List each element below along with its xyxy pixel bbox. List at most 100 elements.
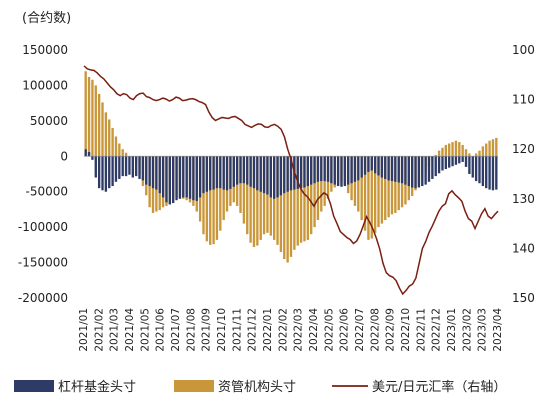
leveraged-funds-bar bbox=[461, 156, 464, 162]
leveraged-funds-bars bbox=[84, 149, 498, 205]
legend-label-leveraged-funds: 杠杆基金头寸 bbox=[58, 379, 136, 395]
asset-manager-bar bbox=[209, 156, 212, 245]
leveraged-funds-bar bbox=[333, 156, 336, 185]
leveraged-funds-bar bbox=[279, 156, 283, 196]
leveraged-funds-bar bbox=[400, 156, 404, 184]
asset-manager-bar bbox=[91, 79, 94, 157]
leveraged-funds-bar bbox=[222, 156, 225, 190]
asset-manager-bar bbox=[478, 150, 481, 157]
x-axis-tick-label: 2022/08 bbox=[369, 308, 381, 352]
leveraged-funds-bar bbox=[276, 156, 279, 198]
x-axis-tick-label: 2021/07 bbox=[170, 308, 182, 352]
x-axis-tick-label: 2021/02 bbox=[93, 308, 105, 352]
right-axis-tick-label: 130 bbox=[512, 192, 535, 206]
asset-manager-bar bbox=[266, 156, 269, 233]
leveraged-funds-bar bbox=[343, 156, 347, 187]
x-axis-tick-label: 2022/11 bbox=[415, 308, 427, 352]
asset-manager-bar bbox=[437, 150, 441, 157]
asset-manager-bar bbox=[357, 156, 360, 212]
leveraged-funds-bar bbox=[313, 156, 316, 184]
leveraged-funds-bar bbox=[121, 156, 124, 177]
x-axis-ticks: 2021/01 2021/02 2021/03 2021/04 2021/05 2021/… bbox=[78, 308, 504, 352]
asset-manager-bar bbox=[299, 156, 303, 243]
right-axis-tick-label: 120 bbox=[512, 142, 535, 156]
left-axis-ticks: 150000 100000 50000 0 -50000 -100000 -150000 -2… bbox=[18, 43, 68, 305]
asset-manager-bar bbox=[202, 156, 205, 235]
x-axis-tick-label: 2023/01 bbox=[446, 308, 458, 352]
asset-manager-bar bbox=[289, 156, 293, 257]
asset-manager-bar bbox=[363, 156, 367, 231]
asset-manager-bar bbox=[283, 156, 286, 260]
leveraged-funds-bar bbox=[471, 156, 474, 178]
leveraged-funds-bar bbox=[390, 156, 394, 182]
leveraged-funds-bar bbox=[178, 156, 182, 199]
asset-manager-bar bbox=[256, 156, 259, 246]
leveraged-funds-bar bbox=[134, 156, 138, 177]
leveraged-funds-bar bbox=[283, 156, 286, 194]
x-axis-tick-label: 2022/07 bbox=[354, 308, 366, 352]
leveraged-funds-bar bbox=[464, 156, 468, 167]
leveraged-funds-bar bbox=[414, 156, 417, 189]
leveraged-funds-bar bbox=[158, 156, 161, 194]
leveraged-funds-bar bbox=[91, 156, 94, 160]
asset-manager-bar bbox=[97, 93, 101, 157]
leveraged-funds-bar bbox=[299, 156, 303, 189]
leveraged-funds-bar bbox=[104, 156, 108, 192]
leveraged-funds-bar bbox=[434, 156, 437, 177]
asset-manager-bar bbox=[279, 156, 283, 252]
asset-manager-bar bbox=[488, 140, 491, 157]
asset-manager-bar bbox=[111, 127, 114, 157]
leveraged-funds-bar bbox=[286, 156, 289, 192]
leveraged-funds-bar bbox=[266, 156, 269, 195]
left-axis-tick-label: 150000 bbox=[22, 43, 68, 57]
leveraged-funds-bar bbox=[330, 156, 333, 184]
leveraged-funds-bar bbox=[323, 156, 326, 182]
leveraged-funds-bar bbox=[155, 156, 158, 190]
x-axis-tick-label: 2022/09 bbox=[385, 308, 397, 352]
leveraged-funds-bar bbox=[491, 156, 495, 191]
asset-manager-bar bbox=[384, 156, 387, 221]
leveraged-funds-bar bbox=[111, 156, 114, 187]
x-axis-tick-label: 2023/03 bbox=[477, 308, 489, 352]
leveraged-funds-bar bbox=[242, 156, 246, 184]
asset-manager-bar bbox=[262, 156, 266, 235]
leveraged-funds-bar bbox=[272, 156, 276, 199]
leveraged-funds-bar bbox=[367, 156, 370, 172]
asset-manager-bar bbox=[390, 156, 394, 215]
leveraged-funds-bar bbox=[232, 156, 235, 187]
leveraged-funds-bar bbox=[441, 156, 444, 171]
asset-manager-bar bbox=[310, 156, 313, 235]
leveraged-funds-bar bbox=[481, 156, 485, 187]
asset-manager-bar bbox=[377, 156, 380, 228]
leveraged-funds-bar bbox=[198, 156, 202, 198]
left-axis-tick-label: 50000 bbox=[30, 114, 68, 128]
leveraged-funds-bar bbox=[151, 156, 155, 189]
left-axis-unit-label: (合约数) bbox=[22, 11, 71, 26]
left-axis-tick-label: 100000 bbox=[22, 78, 68, 92]
asset-manager-bar bbox=[252, 156, 256, 247]
legend-swatch-leveraged-funds bbox=[14, 380, 54, 392]
leveraged-funds-bar bbox=[246, 156, 249, 185]
leveraged-funds-bar bbox=[296, 156, 299, 189]
leveraged-funds-bar bbox=[394, 156, 397, 182]
leveraged-funds-bar bbox=[289, 156, 293, 191]
asset-manager-bar bbox=[87, 76, 91, 157]
leveraged-funds-bar bbox=[320, 156, 323, 182]
leveraged-funds-bar bbox=[229, 156, 232, 189]
leveraged-funds-bar bbox=[175, 156, 178, 201]
leveraged-funds-bar bbox=[249, 156, 252, 187]
leveraged-funds-bar bbox=[353, 156, 357, 182]
asset-manager-bar bbox=[380, 156, 384, 224]
leveraged-funds-bar bbox=[145, 156, 148, 185]
leveraged-funds-bar bbox=[161, 156, 165, 198]
leveraged-funds-bar bbox=[407, 156, 410, 187]
leveraged-funds-bar bbox=[185, 156, 188, 198]
leveraged-funds-bar bbox=[448, 156, 451, 168]
leveraged-funds-bar bbox=[94, 156, 97, 178]
leveraged-funds-bar bbox=[205, 156, 209, 192]
x-axis-tick-label: 2022/02 bbox=[277, 308, 289, 352]
leveraged-funds-bar bbox=[468, 156, 471, 174]
leveraged-funds-bar bbox=[141, 156, 145, 181]
leveraged-funds-bar bbox=[128, 156, 131, 175]
leveraged-funds-bar bbox=[138, 156, 141, 179]
